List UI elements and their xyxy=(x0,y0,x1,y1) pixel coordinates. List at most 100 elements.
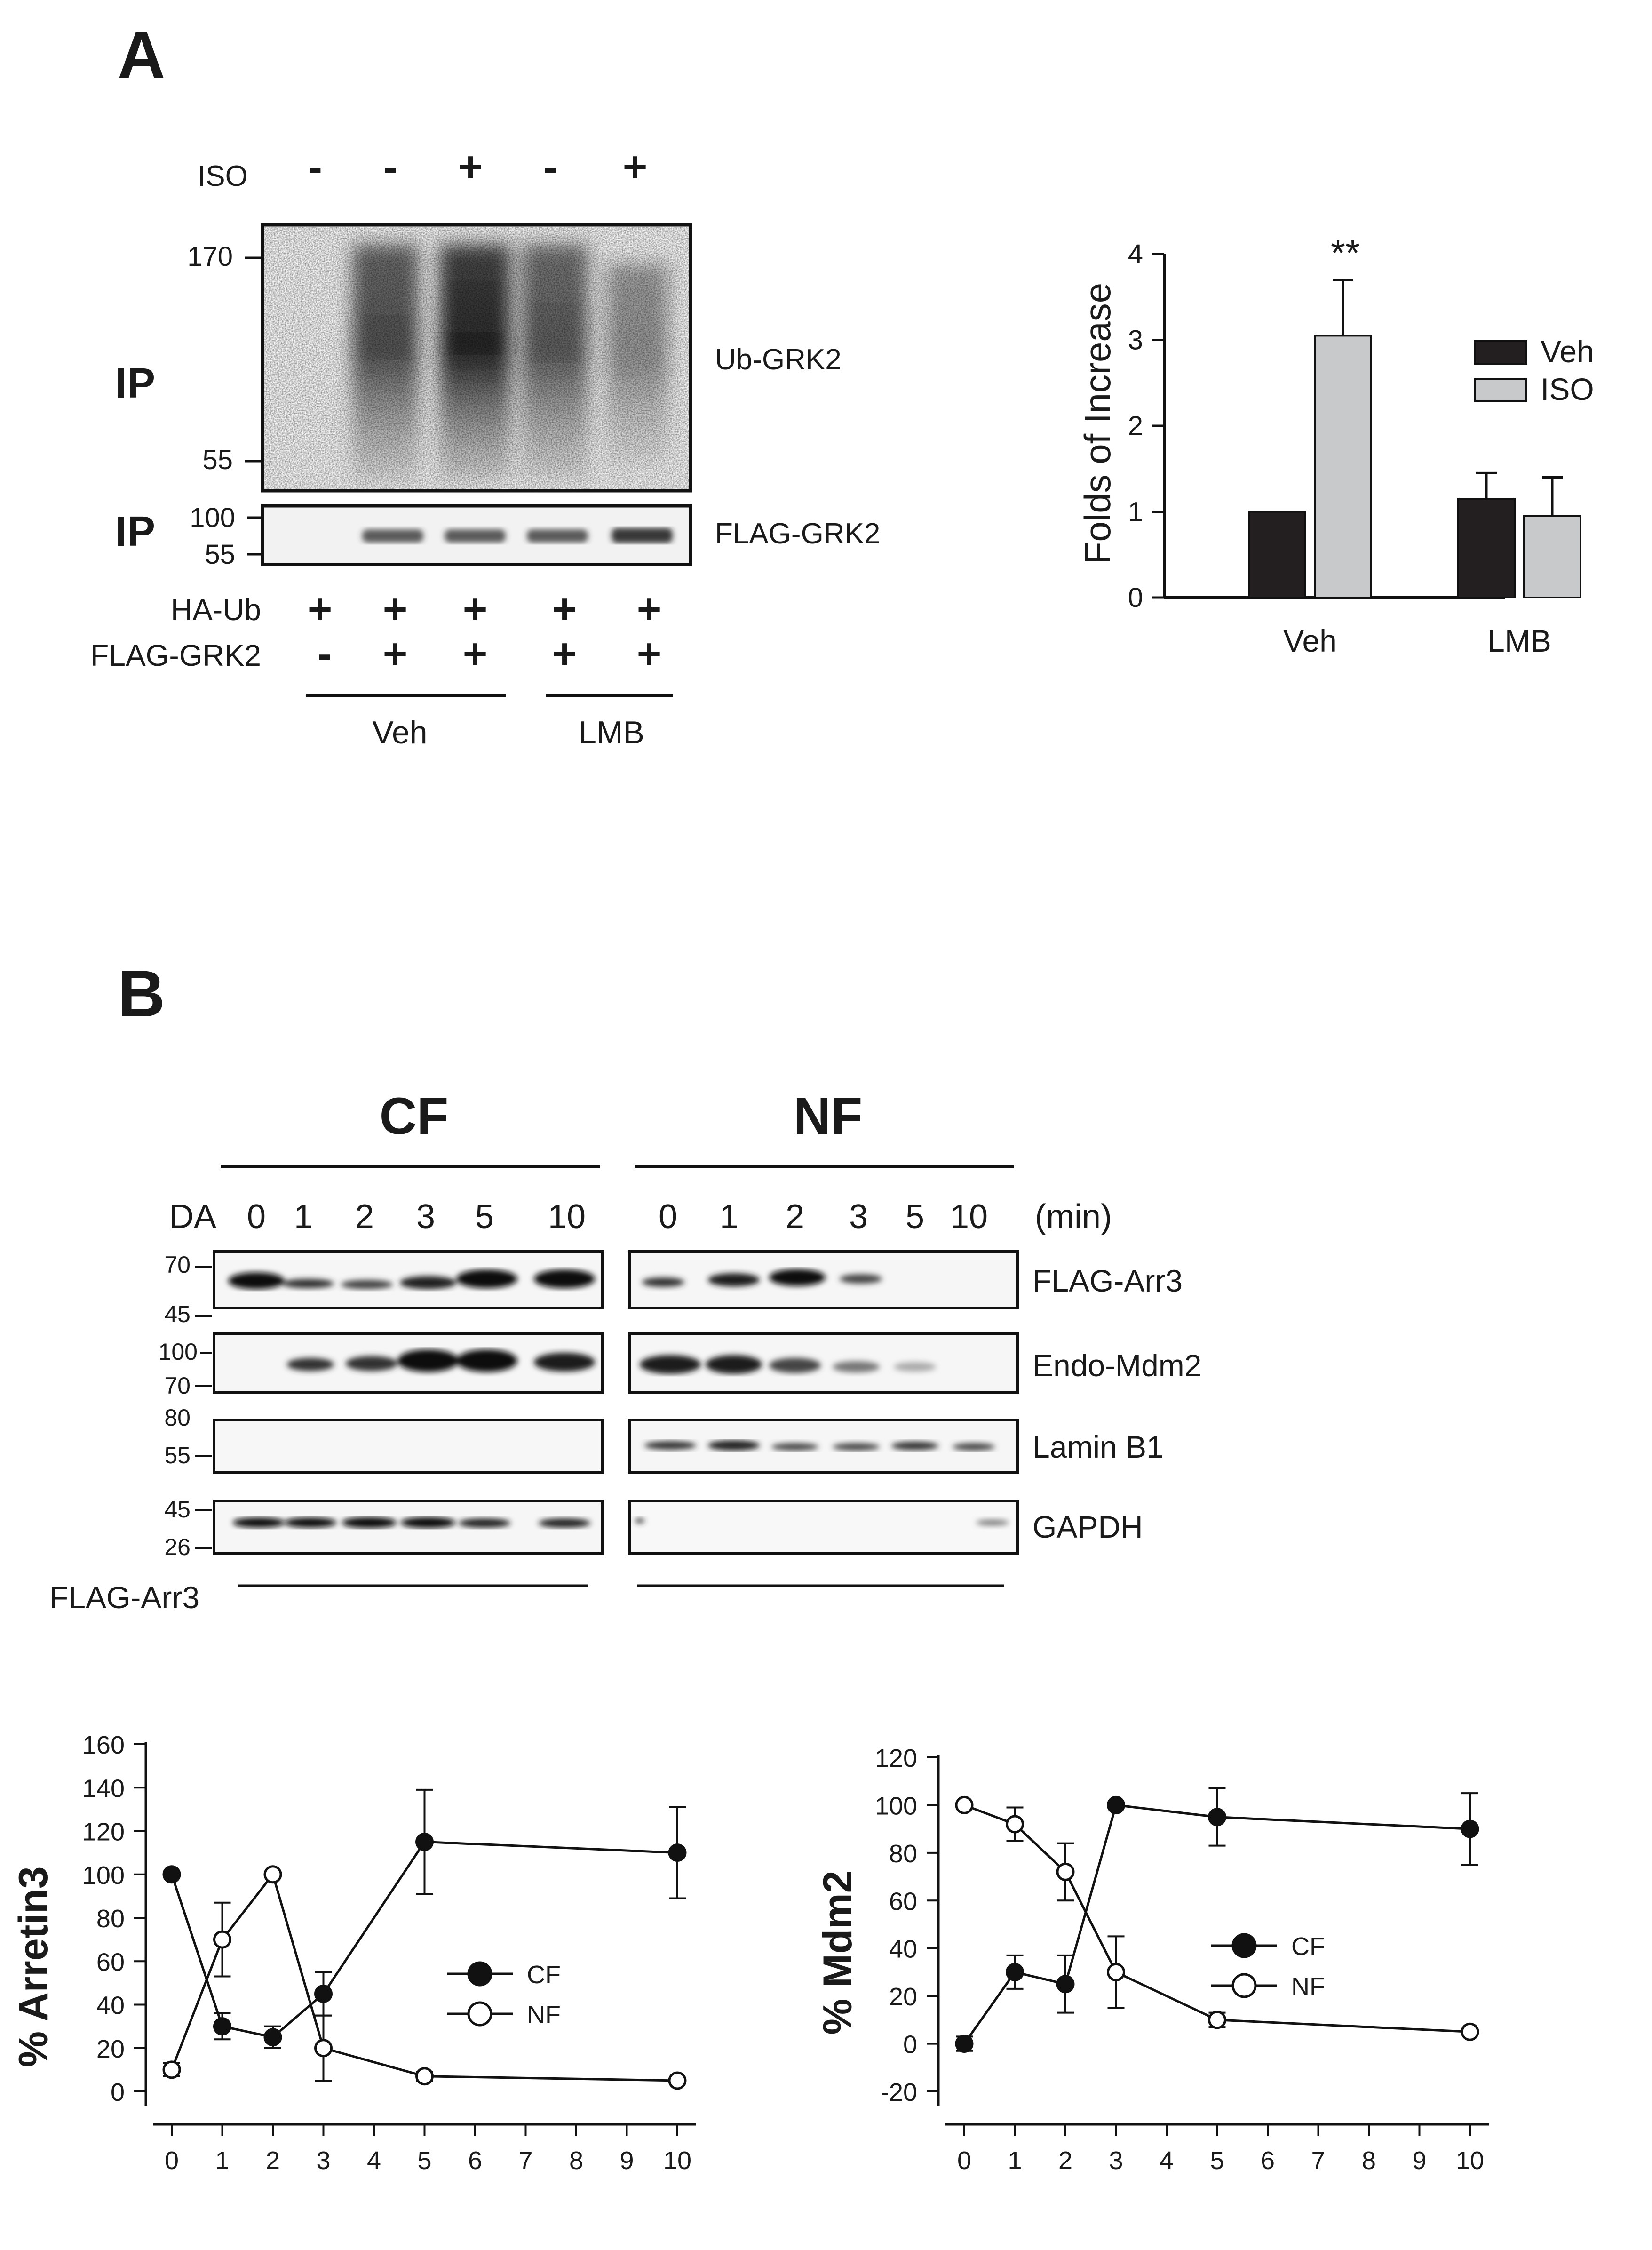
blot-row-lamin-b1 xyxy=(213,1419,1019,1474)
mw-55-bottom: 55 xyxy=(205,539,235,570)
arretin3-y-axis-label: % Arretin3 xyxy=(11,1867,56,2067)
line-x-tick-label: 4 xyxy=(1160,2146,1174,2175)
min-label: (min) xyxy=(1035,1198,1112,1236)
iso-sign-4: - xyxy=(543,144,557,191)
bar-y-tick-label: 3 xyxy=(1128,325,1143,356)
line-y-tick-label: 0 xyxy=(111,2078,125,2106)
iso-sign-3: + xyxy=(458,144,483,191)
line-y-tick-label: 120 xyxy=(82,1818,125,1846)
ha-ub-sign-1: + xyxy=(308,586,333,633)
legend-label-nf: NF xyxy=(527,2001,561,2029)
point-nf xyxy=(314,2039,333,2058)
legend-label-iso: ISO xyxy=(1541,372,1594,407)
point-cf xyxy=(263,2028,282,2047)
bar-y-tick-label: 4 xyxy=(1128,239,1143,270)
line-y-tick-label: 140 xyxy=(82,1774,125,1803)
cf-time-5: 5 xyxy=(475,1198,494,1236)
series-line-cf xyxy=(170,1841,678,2039)
legend-swatch-iso xyxy=(1474,378,1527,402)
nf-time-labels: 0 1 2 3 5 10 xyxy=(659,1198,988,1236)
line-x-tick-label: 7 xyxy=(1311,2146,1325,2175)
line-x-tick-label: 9 xyxy=(1412,2146,1426,2175)
bar-veh-veh xyxy=(1248,511,1306,598)
bar-y-tick-label: 2 xyxy=(1128,411,1143,441)
panel-b-label: B xyxy=(118,957,165,1030)
mw-100: 100 xyxy=(190,503,235,533)
line-y-tick-label: 60 xyxy=(889,1887,917,1915)
mw-70-row2: 70 xyxy=(164,1372,191,1399)
ha-ub-sign-2: + xyxy=(383,586,408,633)
ha-ub-sign-3: + xyxy=(463,586,488,633)
point-cf xyxy=(955,2035,974,2053)
iso-sign-1: - xyxy=(308,144,322,191)
line-x-tick-label: 3 xyxy=(1109,2146,1123,2175)
line-y-tick-label: 120 xyxy=(875,1744,917,1772)
line-x-tick-label: 0 xyxy=(957,2146,971,2175)
group-veh-label: Veh xyxy=(372,715,427,750)
legend-label-nf: NF xyxy=(1291,1972,1325,2001)
cf-time-2: 2 xyxy=(355,1198,374,1236)
line-y-tick-label: 40 xyxy=(889,1935,917,1963)
line-y-tick-label: 80 xyxy=(889,1840,917,1868)
point-cf xyxy=(213,2017,231,2036)
point-nf xyxy=(415,2067,434,2086)
line-y-tick-label: 160 xyxy=(82,1731,125,1759)
line-x-tick-label: 4 xyxy=(367,2146,381,2175)
flag-arr3-bottom-label: FLAG-Arr3 xyxy=(49,1580,199,1615)
bar-y-tick-label: 1 xyxy=(1128,497,1143,527)
legend-marker-nf xyxy=(1231,1973,1257,1998)
arretin3-line-chart: % Arretin3 0 20 40 60 80 100 120 140 160 0 1 2 3 4 5 6 7… xyxy=(11,1731,696,2175)
legend-marker-cf xyxy=(467,1961,492,1987)
line-x-tick-label: 1 xyxy=(215,2146,229,2175)
line-x-tick-label: 3 xyxy=(316,2146,330,2175)
group-lmb-label: LMB xyxy=(579,715,644,750)
legend-marker-cf xyxy=(1231,1933,1257,1958)
line-x-tick-label: 6 xyxy=(1261,2146,1275,2175)
point-cf xyxy=(162,1865,181,1884)
line-x-tick-label: 5 xyxy=(1210,2146,1224,2175)
nf-time-3: 3 xyxy=(849,1198,868,1236)
point-nf xyxy=(955,1795,974,1814)
flag-grk2-blot-label: FLAG-GRK2 xyxy=(715,518,880,550)
line-y-tick-label: 0 xyxy=(903,2031,917,2059)
mw-45-row1: 45 xyxy=(164,1301,191,1327)
bar-y-tick-label: 0 xyxy=(1128,582,1143,613)
mw-55-row3: 55 xyxy=(164,1442,191,1468)
legend-label-cf: CF xyxy=(1291,1932,1325,1961)
point-cf xyxy=(668,1843,687,1862)
flag-grk2-sign-5: + xyxy=(637,630,662,678)
point-cf xyxy=(415,1833,434,1851)
ip-label-2: IP xyxy=(115,508,155,555)
line-y-tick-label: -20 xyxy=(881,2078,917,2106)
bar-x-tick-label-veh: Veh xyxy=(1283,623,1337,658)
line-x-tick-label: 2 xyxy=(1058,2146,1072,2175)
flag-grk2-blot xyxy=(261,504,692,566)
flag-grk2-sign-2: + xyxy=(383,630,408,678)
point-cf xyxy=(1461,1819,1479,1838)
iso-sign-2: - xyxy=(383,144,397,191)
line-x-tick-label: 8 xyxy=(569,2146,583,2175)
ip-label-1: IP xyxy=(115,360,155,407)
cf-time-10: 10 xyxy=(548,1198,586,1236)
line-x-tick-label: 8 xyxy=(1362,2146,1376,2175)
line-y-tick-label: 60 xyxy=(96,1948,125,1976)
cf-time-1: 1 xyxy=(294,1198,313,1236)
ha-ub-label: HA-Ub xyxy=(171,593,261,627)
point-cf xyxy=(1208,1808,1226,1827)
cf-header: CF xyxy=(380,1087,449,1145)
significance-annotation: ** xyxy=(1331,232,1360,274)
panel-b-mw-markers: 70 45 100 70 80 55 45 26 xyxy=(159,1252,212,1560)
blot-row-flag-arr3 xyxy=(213,1250,1019,1309)
point-nf xyxy=(263,1865,282,1884)
row-label-gapdh: GAPDH xyxy=(1032,1509,1143,1544)
flag-grk2-sign-4: + xyxy=(552,630,577,678)
point-cf xyxy=(314,1984,333,2003)
row-label-flag-arr3: FLAG-Arr3 xyxy=(1032,1263,1183,1298)
panel-a-label: A xyxy=(118,18,165,92)
line-x-tick-label: 0 xyxy=(165,2146,179,2175)
mdm2-line-chart: % Mdm2 -20 0 20 40 60 80 100 120 0 1 2 3 4 5 6 7 8 9 10 CF N… xyxy=(815,1744,1489,2175)
blot-row-gapdh xyxy=(213,1500,1019,1555)
line-y-tick-label: 100 xyxy=(875,1792,917,1820)
line-y-tick-label: 100 xyxy=(82,1861,125,1890)
